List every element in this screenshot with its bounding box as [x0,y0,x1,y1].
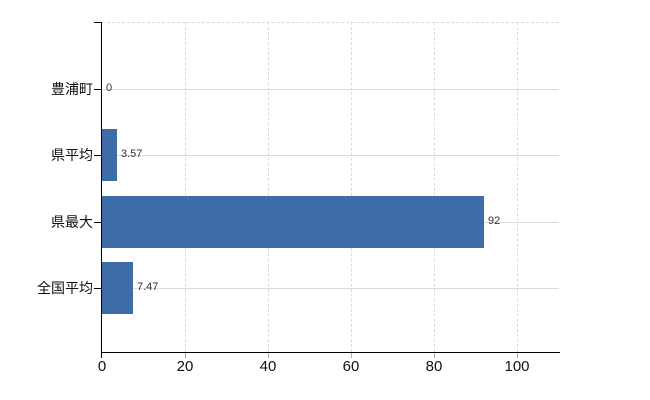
y-axis-line [101,22,102,358]
category-label: 県最大 [51,214,93,230]
x-axis-tick [434,353,435,358]
y-axis-end-tick [94,22,101,23]
x-axis-tick [351,353,352,358]
y-gridline [102,288,559,289]
x-tick-label: 20 [176,358,194,375]
x-tick-label: 60 [342,358,360,375]
plot-area: 0 3.57 92 7.47 [94,22,560,358]
bar [102,262,133,314]
y-axis-tick [94,222,101,223]
category-label: 豊浦町 [51,81,93,97]
y-gridline [102,155,559,156]
x-gridline [517,22,518,352]
x-tick-label: 40 [259,358,277,375]
x-axis-tick [268,353,269,358]
y-axis-tick [94,288,101,289]
bar-value-label: 3.57 [121,148,143,160]
y-axis-tick [94,155,101,156]
x-tick-label: 80 [425,358,443,375]
x-gridline [434,22,435,352]
category-label: 全国平均 [37,280,93,296]
bar [102,196,484,248]
bar-value-label: 7.47 [137,281,159,293]
x-gridline [185,22,186,352]
x-tick-label: 0 [97,358,107,375]
y-axis-tick [94,89,101,90]
bar [102,129,117,181]
bar-value-label: 0 [106,82,113,94]
x-tick-label: 100 [504,358,530,375]
x-gridline [268,22,269,352]
category-label: 県平均 [51,147,93,163]
x-gridline [351,22,352,352]
x-axis-tick [185,353,186,358]
x-axis-line [101,352,560,353]
x-axis-tick [517,353,518,358]
y-gridline [102,89,559,90]
plot-top-border [102,22,559,23]
bar-value-label: 92 [488,215,501,227]
